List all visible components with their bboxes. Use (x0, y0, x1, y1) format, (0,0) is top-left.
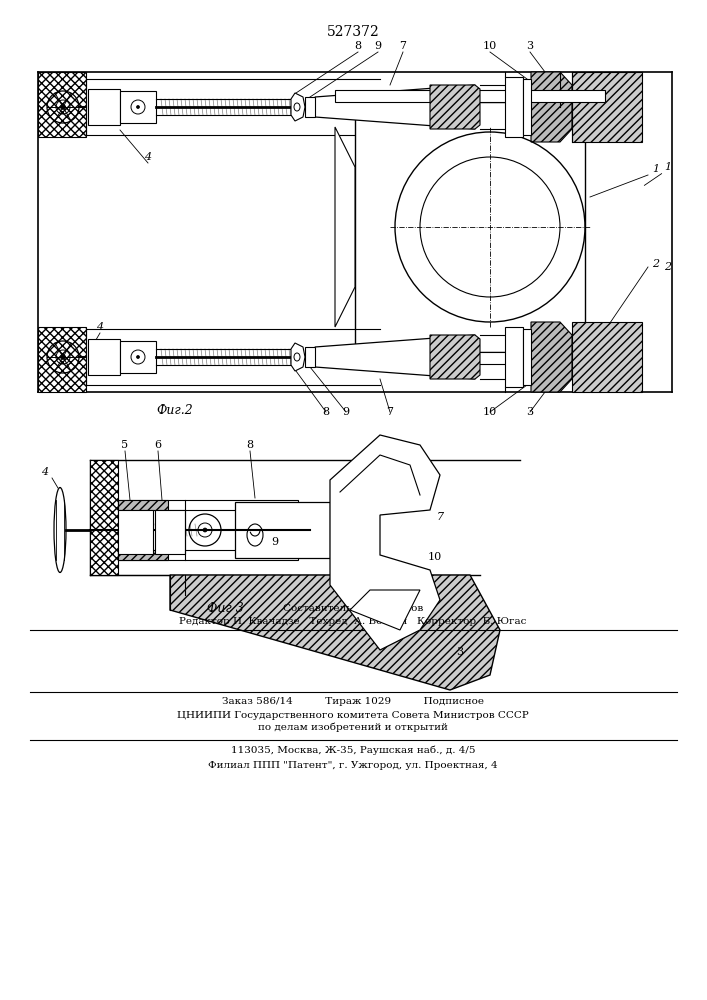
Text: 6: 6 (154, 440, 162, 450)
Bar (88, 89, 120, 125)
Bar (118, 500, 298, 510)
Bar (523, 79, 531, 135)
Text: 7: 7 (399, 41, 407, 51)
Polygon shape (430, 85, 480, 129)
Bar (118, 500, 168, 510)
Text: 1: 1 (653, 164, 660, 174)
Text: Редактор И. Квачадзе   Техред  А. Богдан   Корректор  Б. Югас: Редактор И. Квачадзе Техред А. Богдан Ко… (180, 617, 527, 626)
Bar (120, 341, 156, 373)
Text: Филиал ППП "Патент", г. Ужгород, ул. Проектная, 4: Филиал ППП "Патент", г. Ужгород, ул. Про… (208, 760, 498, 770)
Text: 5: 5 (122, 440, 129, 450)
Bar (88, 339, 120, 375)
Polygon shape (235, 502, 330, 558)
Text: 4: 4 (42, 467, 49, 477)
Text: по делам изобретений и открытий: по делам изобретений и открытий (258, 722, 448, 732)
Ellipse shape (61, 355, 66, 360)
Text: 10: 10 (483, 41, 497, 51)
Bar (335, 90, 605, 102)
Bar (523, 329, 531, 385)
Bar (505, 77, 523, 137)
Polygon shape (170, 575, 500, 690)
Text: 527372: 527372 (327, 25, 380, 39)
Text: 8: 8 (354, 41, 361, 51)
Bar (118, 550, 298, 560)
Text: Фиг.2: Фиг.2 (157, 404, 194, 417)
Text: 7: 7 (436, 512, 443, 522)
Ellipse shape (61, 104, 66, 109)
Polygon shape (330, 435, 440, 650)
Bar (305, 347, 315, 367)
Text: 3: 3 (527, 41, 534, 51)
Bar (120, 91, 156, 123)
Bar (305, 97, 315, 117)
Ellipse shape (136, 105, 139, 108)
Bar (572, 322, 642, 392)
Text: 10: 10 (428, 552, 442, 562)
Text: Заказ 586/14          Тираж 1029          Подписное: Заказ 586/14 Тираж 1029 Подписное (222, 698, 484, 706)
Text: 2: 2 (653, 259, 660, 269)
Bar (118, 510, 153, 554)
Text: 3: 3 (457, 647, 464, 657)
Bar (38, 72, 86, 137)
Polygon shape (291, 93, 305, 121)
Bar (335, 352, 605, 364)
Text: 4: 4 (144, 152, 151, 162)
Text: 3: 3 (527, 407, 534, 417)
Text: Фиг 3: Фиг 3 (206, 602, 243, 615)
Polygon shape (291, 343, 305, 371)
Text: 2: 2 (664, 262, 671, 272)
Bar (505, 327, 523, 387)
Polygon shape (350, 590, 420, 630)
Bar (355, 102, 585, 352)
Text: 9: 9 (342, 407, 349, 417)
Text: 9: 9 (271, 537, 279, 547)
Polygon shape (531, 322, 572, 392)
Bar (118, 550, 168, 560)
Ellipse shape (203, 528, 207, 532)
Bar (155, 510, 185, 554)
Bar (38, 327, 86, 392)
Bar (572, 72, 642, 142)
Text: ЦНИИПИ Государственного комитета Совета Министров СССР: ЦНИИПИ Государственного комитета Совета … (177, 710, 529, 720)
Polygon shape (430, 335, 480, 379)
Polygon shape (315, 85, 475, 129)
Polygon shape (531, 72, 572, 142)
Polygon shape (315, 335, 475, 379)
Text: 7: 7 (387, 407, 394, 417)
Text: 9: 9 (375, 41, 382, 51)
Ellipse shape (136, 356, 139, 359)
Text: 8: 8 (247, 440, 254, 450)
Text: 10: 10 (483, 407, 497, 417)
Text: 8: 8 (322, 407, 329, 417)
Text: 113035, Москва, Ж-35, Раушская наб., д. 4/5: 113035, Москва, Ж-35, Раушская наб., д. … (230, 745, 475, 755)
Polygon shape (335, 127, 355, 327)
Bar (90, 460, 118, 575)
Text: 1: 1 (664, 162, 671, 172)
Text: 4: 4 (96, 322, 103, 332)
Text: Составитель  А. Гедеонов: Составитель А. Гедеонов (283, 603, 423, 612)
